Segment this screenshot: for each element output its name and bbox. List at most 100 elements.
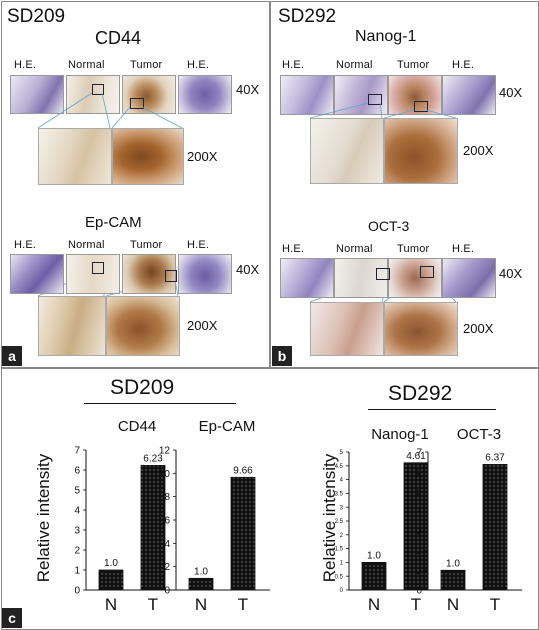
x-tick-label: T	[148, 595, 158, 614]
panel-c-letter: c	[2, 608, 22, 628]
panel-a2-col-4: H.E.	[187, 239, 210, 251]
y-tick-label: 3.5	[335, 492, 344, 498]
y-tick-label: 5	[416, 487, 422, 498]
group-1-underline	[84, 403, 236, 404]
panel-b-marker-1: Nanog-1	[355, 28, 417, 45]
y-tick-label: 7	[416, 448, 422, 459]
y-tick-label: 5	[340, 450, 344, 456]
bar	[403, 462, 429, 591]
panel-b-col-2: Normal	[336, 59, 373, 71]
y-tick-label: 0.5	[335, 574, 344, 580]
zoom-normal-200x	[310, 118, 384, 184]
he-tile	[10, 75, 64, 114]
mag-200x-label: 200X	[187, 149, 218, 164]
data-label: 1.0	[446, 558, 460, 569]
zoom-box-tumor	[130, 98, 144, 109]
y-tick-label: 4	[340, 478, 344, 484]
x-tick-label: N	[368, 595, 380, 614]
normal-tile	[66, 254, 120, 294]
he-tile	[280, 75, 334, 115]
zoom-normal-200x	[310, 302, 384, 356]
mag-200x-label: 200X	[463, 321, 494, 336]
bar	[482, 464, 508, 591]
he-tile	[178, 254, 232, 294]
tumor-tile	[122, 75, 176, 114]
panel-b2-col-1: H.E.	[282, 243, 305, 255]
data-label: 1.0	[194, 566, 208, 577]
panel-c-group-1-title: SD209	[110, 376, 175, 399]
normal-tile	[334, 75, 388, 115]
panel-a-marker-2: Ep-CAM	[85, 214, 142, 231]
bar	[98, 569, 124, 591]
mag-200x-label: 200X	[187, 318, 218, 333]
tumor-tile	[388, 258, 442, 298]
y-tick-label: 8	[164, 492, 170, 503]
chart-title: Ep-CAM	[199, 418, 256, 435]
x-tick-label: N	[195, 595, 207, 614]
chart-title: Nanog-1	[371, 426, 429, 443]
y-tick-label: 3	[416, 526, 422, 537]
y-tick-label: 3	[340, 505, 344, 511]
panel-b2-col-2: Normal	[336, 243, 373, 255]
y-tick-label: 7	[74, 446, 80, 457]
data-label: 9.66	[233, 465, 253, 476]
panel-c-group-2-title: SD292	[388, 382, 453, 405]
panel-b-marker-2: OCT-3	[368, 218, 410, 234]
panel-b2-col-4: H.E.	[452, 243, 475, 255]
panel-a-letter: a	[2, 346, 22, 366]
zoom-normal-200x	[38, 128, 112, 185]
panel-b-letter: b	[272, 346, 292, 366]
y-tick-label: 2	[74, 546, 80, 557]
tumor-tile	[122, 254, 176, 294]
y-tick-label: 5	[74, 486, 80, 497]
zoom-tumor-200x	[384, 118, 458, 184]
y-tick-label: 0	[164, 586, 170, 597]
he-tile	[280, 258, 334, 298]
zoom-box-normal	[92, 262, 104, 274]
zoom-box-normal	[376, 268, 390, 280]
data-label: 1.0	[367, 550, 381, 561]
panel-b-col-3: Tumor	[397, 59, 430, 71]
x-tick-label: N	[447, 595, 459, 614]
panel-a-marker-1: CD44	[95, 28, 142, 48]
bar	[440, 569, 466, 591]
panel-a-col-3: Tumor	[130, 59, 163, 71]
tumor-tile	[388, 75, 442, 115]
zoom-box-tumor	[420, 266, 434, 278]
data-label: 6.23	[143, 453, 163, 464]
y-tick-label: 12	[159, 446, 171, 457]
he-tile	[178, 75, 232, 114]
y-tick-label: 10	[159, 469, 171, 480]
mag-40x-label: 40X	[499, 266, 523, 281]
y-tick-label: 4	[416, 507, 422, 518]
panel-b-sample-label: SD292	[278, 6, 337, 27]
y-tick-label: 6	[164, 516, 170, 527]
he-tile	[442, 75, 496, 115]
data-label: 4.61	[406, 451, 426, 462]
y-tick-label: 4	[74, 506, 80, 517]
he-tile	[442, 258, 496, 298]
mag-40x-label: 40X	[236, 82, 260, 97]
panel-b-col-4: H.E.	[452, 59, 475, 71]
zoom-tumor-200x	[112, 128, 184, 185]
y-tick-label: 4	[164, 539, 170, 550]
y-tick-label: 0	[416, 586, 422, 597]
bar	[188, 577, 214, 591]
data-label: 6.37	[485, 452, 505, 463]
data-label: 1.0	[104, 558, 118, 569]
zoom-box-tumor	[414, 101, 428, 112]
y-tick-label: 1.5	[335, 547, 344, 553]
y-tick-label: 6	[416, 467, 422, 478]
bar	[230, 476, 256, 591]
panel-a-col-1: H.E.	[14, 59, 37, 71]
x-tick-label: N	[105, 595, 117, 614]
panel-a2-col-1: H.E.	[14, 239, 37, 251]
panel-a-col-2: Normal	[68, 59, 105, 71]
panel-a2-col-3: Tumor	[130, 239, 163, 251]
y-tick-label: 2	[164, 562, 170, 573]
zoom-box-normal	[92, 84, 104, 95]
chart-title: OCT-3	[457, 426, 501, 443]
mag-40x-label: 40X	[236, 262, 260, 277]
normal-tile	[334, 258, 388, 298]
